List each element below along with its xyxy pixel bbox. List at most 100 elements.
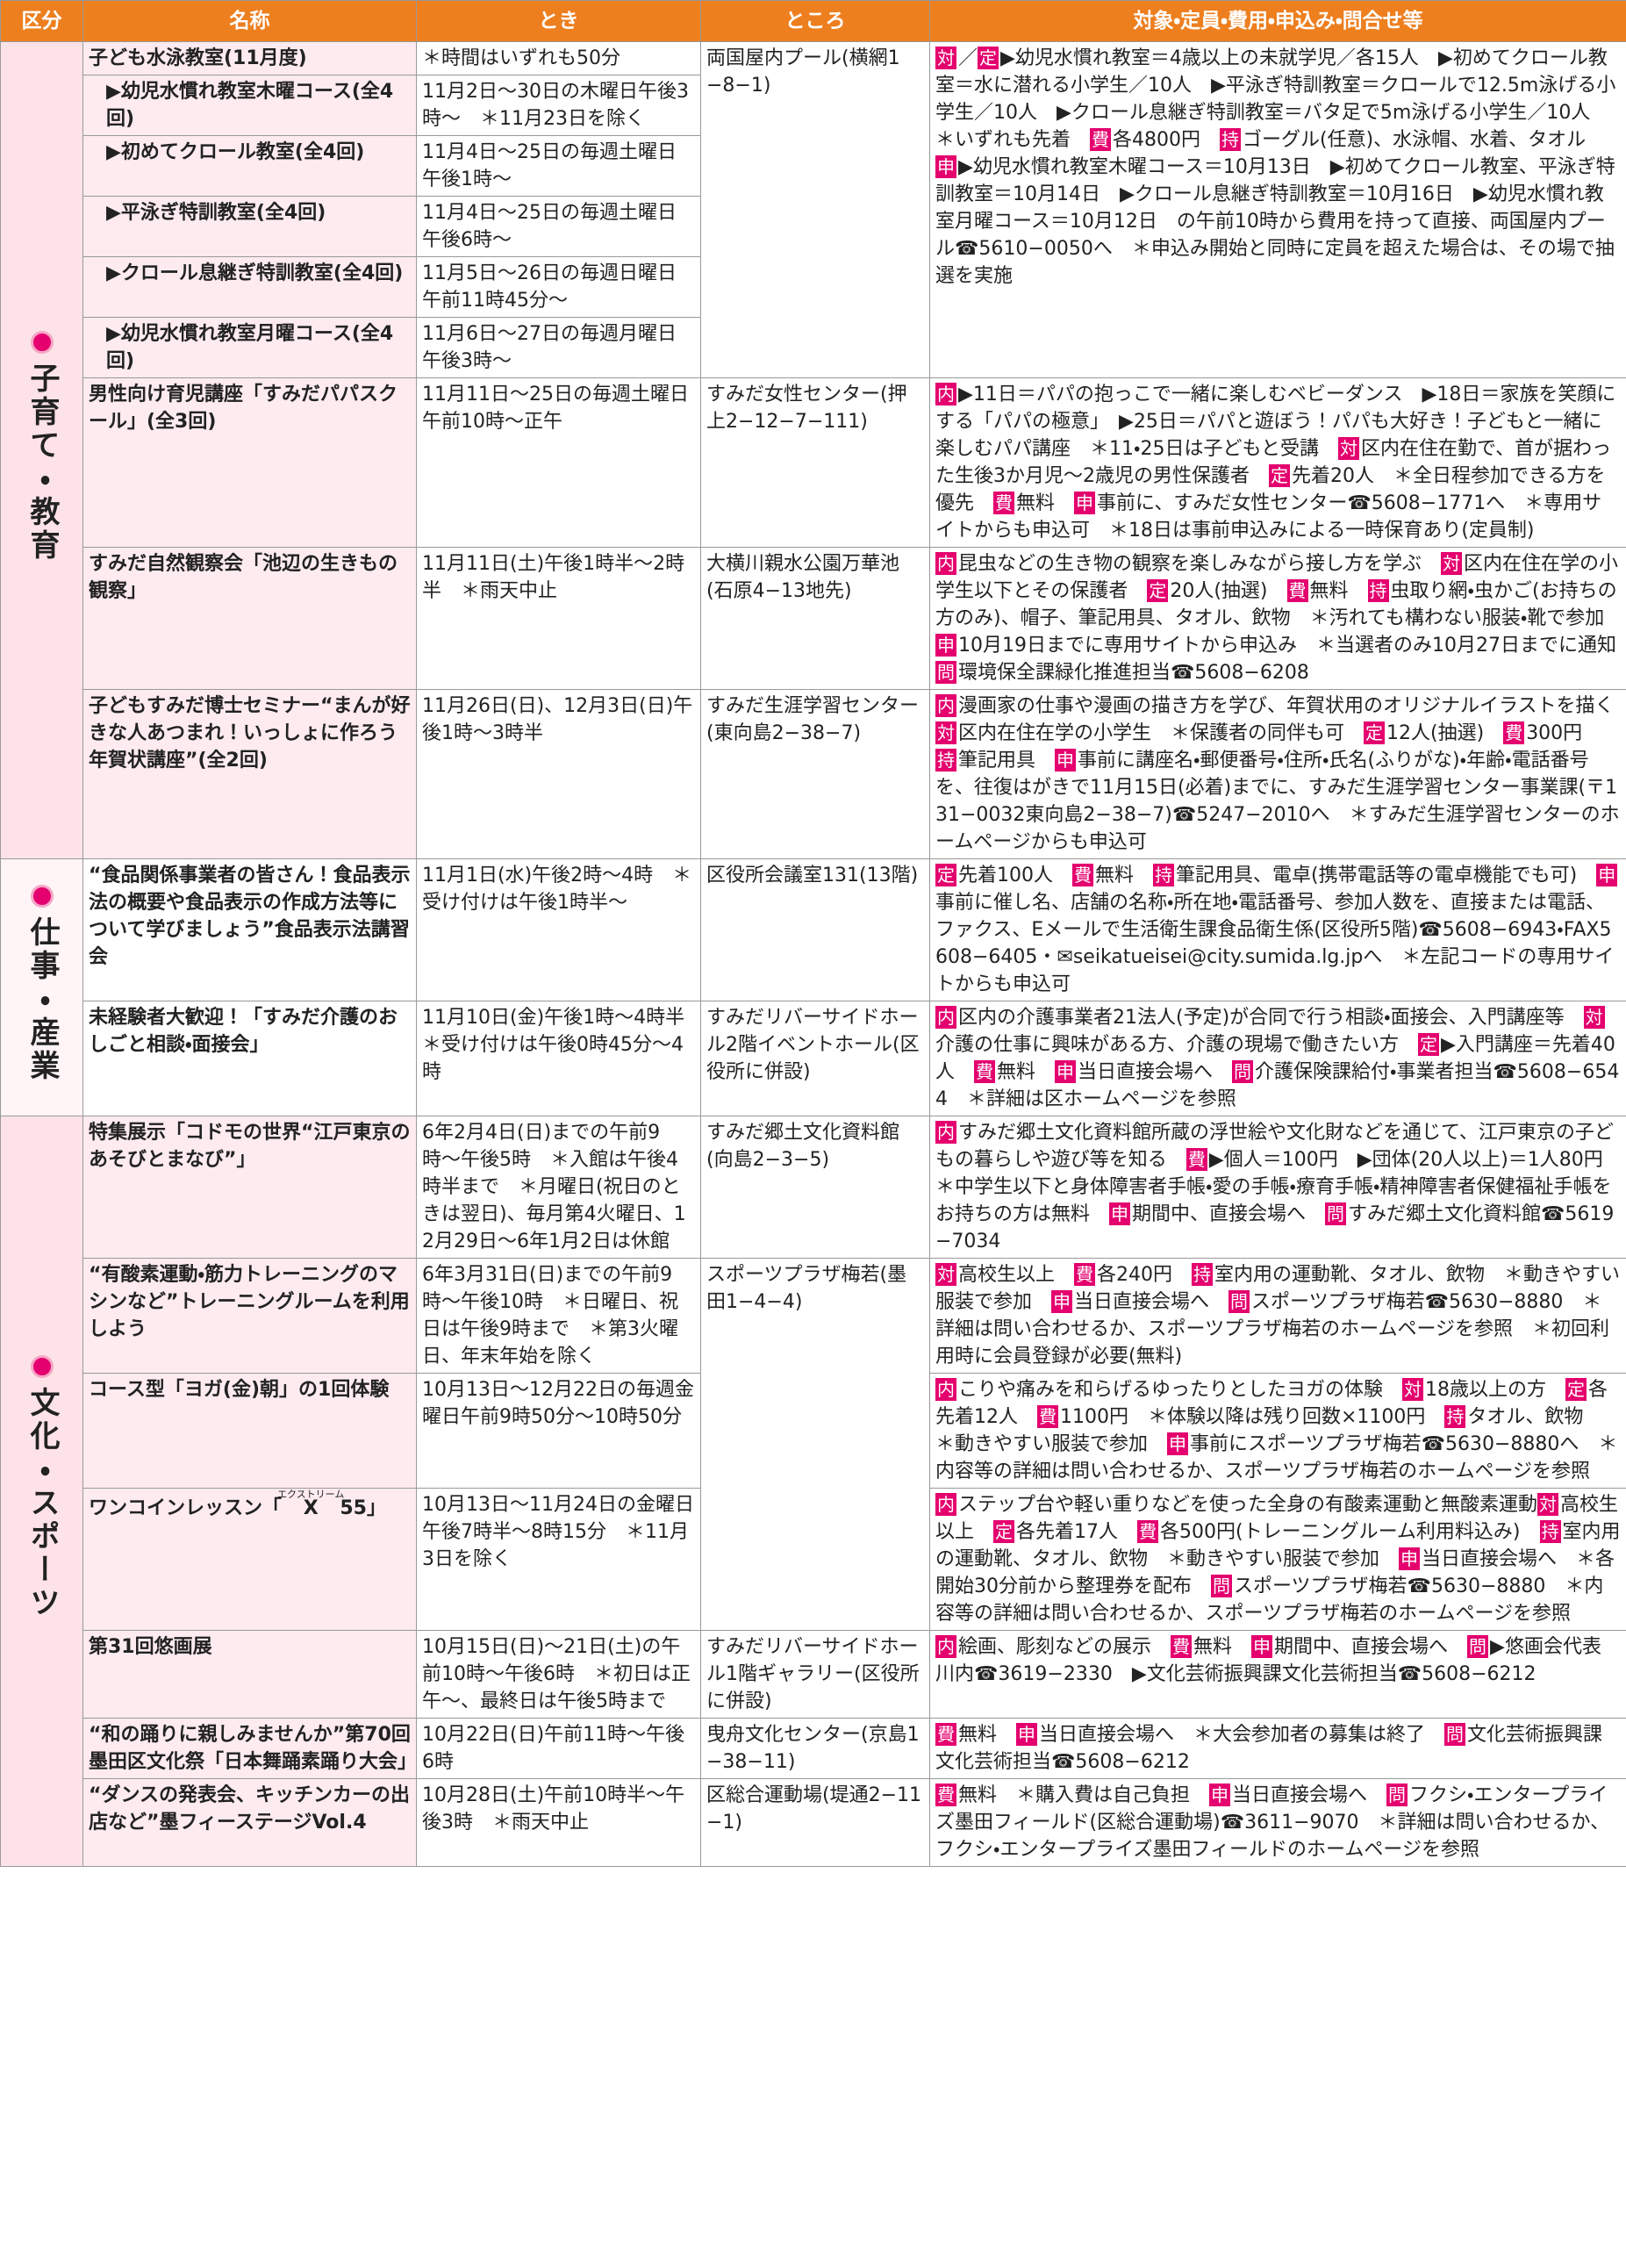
detail-text: 絵画、彫刻などの展示 xyxy=(958,1636,1171,1658)
detail-text: ▶幼児水慣れ教室木曜コース＝10月13日 ▶初めてクロール教室、平泳ぎ特訓教室＝… xyxy=(935,156,1615,287)
detail-tag: 持 xyxy=(1444,1405,1466,1428)
detail-tag: 問 xyxy=(1467,1635,1489,1658)
detail-text: 介護の仕事に興味がある方、介護の現場で働きたい方 xyxy=(935,1034,1419,1056)
event-name: 第31回悠画展 xyxy=(82,1630,417,1719)
event-time: 11月11日(土)午後1時半〜2時半 ＊雨天中止 xyxy=(416,547,701,690)
detail-tag: 定 xyxy=(1418,1033,1440,1056)
detail-text: ▶個人＝100円 ▶団体(20人以上)＝1人80円 ＊中学生以下と身体障害者手帳… xyxy=(935,1149,1622,1225)
detail-tag: 費 xyxy=(1171,1635,1193,1658)
event-place: 区総合運動場(堤通2−11−1) xyxy=(700,1778,930,1867)
detail-tag: 費 xyxy=(1074,1263,1096,1286)
event-time: 10月13日〜12月22日の毎週金曜日午前9時50分〜10時50分 xyxy=(416,1373,701,1489)
detail-text: 介護保険課給付・事業者担当☎5608−6544 ＊詳細は区ホームページを参照 xyxy=(935,1061,1620,1110)
column-header: 名称 xyxy=(82,0,417,42)
event-time: 10月28日(土)午前10時半〜午後3時 ＊雨天中止 xyxy=(416,1778,701,1867)
detail-tag: 費 xyxy=(1090,128,1112,151)
detail-text: 当日直接会場へ ＊大会参加者の募集は終了 xyxy=(1039,1724,1445,1746)
detail-text: すみだ郷土文化資料館☎5619−7034 xyxy=(935,1203,1615,1252)
detail-text: 区内在住在学の小学生 ＊保護者の同伴も可 xyxy=(958,722,1365,744)
detail-text: 事前に講座名・郵便番号・住所・氏名(ふりがな)・年齢・電話番号を、往復はがきで1… xyxy=(935,750,1620,853)
detail-tag: 費 xyxy=(1037,1405,1058,1428)
detail-text: 当日直接会場へ xyxy=(1232,1784,1387,1806)
detail-text: 無料 xyxy=(958,1724,1017,1746)
detail-text: 高校生以上 xyxy=(935,1494,1619,1543)
event-name: すみだ自然観察会「池辺の生きもの観察」 xyxy=(82,547,417,690)
event-name: 子ども水泳教室(11月度) xyxy=(82,41,417,75)
detail-text: 期間中、直接会場へ xyxy=(1274,1636,1468,1658)
event-details: 内ステップ台や軽い重りなどを使った全身の有酸素運動と無酸素運動対高校生以上 定各… xyxy=(929,1488,1626,1631)
event-time: 10月22日(日)午前11時〜午後6時 xyxy=(416,1718,701,1779)
event-place: すみだ郷土文化資料館(向島2−3−5) xyxy=(700,1116,930,1259)
detail-tag: 問 xyxy=(1444,1723,1466,1746)
table-row: 子育て・教育 子ども水泳教室(11月度) ＊時間はいずれも50分 両国屋内プール(横網… xyxy=(0,41,1626,859)
event-place: 大横川親水公園万華池(石原4−13地先) xyxy=(700,547,930,690)
detail-tag: 対 xyxy=(1338,437,1360,460)
detail-text: 文化芸術振興課文化芸術担当☎5608−6212 xyxy=(935,1724,1603,1773)
detail-tag: 費 xyxy=(935,1784,956,1806)
event-details: 内絵画、彫刻などの展示 費無料 申期間中、直接会場へ 問 ▶悠画会代表 川内☎36… xyxy=(929,1630,1626,1719)
detail-text: スポーツプラザ梅若☎5630−8880 ＊内容等の詳細は問い合わせるか、スポーツ… xyxy=(935,1575,1604,1625)
detail-tag: 問 xyxy=(1386,1784,1408,1806)
detail-tag: 申 xyxy=(1109,1202,1131,1225)
table-body: 子育て・教育 子ども水泳教室(11月度) ＊時間はいずれも50分 両国屋内プール(横網… xyxy=(0,41,1626,1867)
detail-text: ▶悠画会代表 川内☎3619−2330 ▶文化芸術振興課文化芸術担当☎5608−… xyxy=(935,1636,1621,1685)
detail-text: 無料 xyxy=(1309,580,1368,602)
detail-tag: 定 xyxy=(1364,721,1386,744)
event-time: 11月26日(日)、12月3日(日)午後1時〜3時半 xyxy=(416,689,701,859)
detail-tag: 内 xyxy=(935,1006,956,1029)
event-name: “ダンスの発表会、キッチンカーの出店など”墨フィーステージVol.4 xyxy=(82,1778,417,1867)
detail-tag: 費 xyxy=(974,1060,996,1083)
event-time: 10月13日〜11月24日の金曜日午後7時半〜8時15分 ＊11月3日を除く xyxy=(416,1488,701,1631)
detail-text: 区内在住在学の小学生以下とその保護者 xyxy=(935,553,1619,602)
table-row: すみだ自然観察会「池辺の生きもの観察」 11月11日(土)午後1時半〜2時半 ＊雨… xyxy=(1,547,1626,690)
detail-tag: 費 xyxy=(1503,721,1525,744)
detail-text: 12人(抽選) xyxy=(1386,722,1504,744)
detail-tag: 対 xyxy=(935,721,956,744)
detail-tag: 定 xyxy=(1565,1378,1587,1401)
column-header: ところ xyxy=(700,0,930,42)
sub-row: ▶幼児水慣れ教室木曜コース(全4回) 11月2日〜30日の木曜日午後3時〜 ＊11… xyxy=(1,75,1626,136)
category-icon xyxy=(30,330,54,354)
column-header: 区分 xyxy=(0,0,83,42)
detail-tag: 問 xyxy=(935,661,956,684)
table-row: 男性向け育児講座「すみだパパスクール」(全3回) 11月11日〜25日の毎週土曜日… xyxy=(1,377,1626,548)
detail-text: 環境保全課緑化推進担当☎5608−6208 xyxy=(958,662,1309,684)
detail-tag: 申 xyxy=(1074,492,1096,514)
detail-text: スポーツプラザ梅若☎5630−8880 ＊詳細は問い合わせるか、スポーツプラザ梅… xyxy=(935,1291,1610,1367)
event-name: “和の踊りに親しみませんか”第70回墨田区文化祭「日本舞踊素踊り大会」 xyxy=(82,1718,417,1779)
detail-text: 各240円 xyxy=(1097,1264,1193,1286)
detail-tag: 持 xyxy=(1539,1520,1561,1543)
category-icon xyxy=(30,1354,54,1378)
detail-tag: 内 xyxy=(935,1378,956,1401)
table-row: コース型「ヨガ(金)朝」の1回体験 10月13日〜12月22日の毎週金曜日午前9時… xyxy=(1,1373,1626,1489)
detail-tag: 問 xyxy=(1228,1290,1250,1313)
detail-tag: 問 xyxy=(1325,1202,1347,1225)
detail-tag: 定 xyxy=(978,47,999,69)
detail-tag: 申 xyxy=(935,634,956,657)
detail-tag: 費 xyxy=(1286,579,1308,602)
detail-tag: 問 xyxy=(1211,1575,1232,1597)
detail-text: 各500円(トレーニングルーム利用料込み) xyxy=(1160,1521,1540,1543)
detail-text: 筆記用具、電卓(携帯電話等の電卓機能でも可) xyxy=(1176,865,1597,886)
table-row: 文化・スポーツ 特集展示「コドモの世界“江戸東京のあそびとまなび”」 6年2月4日(… xyxy=(0,1116,1626,1867)
category-label: 仕事・産業 xyxy=(25,915,60,1083)
event-time: 11月1日(水)午後2時〜4時 ＊受け付けは午後1時半〜 xyxy=(416,858,701,1001)
sub-event-name: ▶初めてクロール教室(全4回) xyxy=(82,135,417,197)
category-label: 文化・スポーツ xyxy=(25,1386,60,1620)
event-place: すみだリバーサイドホール2階イベントホール(区役所に併設) xyxy=(700,1001,930,1116)
event-name: “食品関係事業者の皆さん！食品表示法の概要や食品表示の作成方法等について学びまし… xyxy=(82,858,417,1001)
detail-tag: 対 xyxy=(935,47,956,69)
detail-tag: 内 xyxy=(935,383,956,406)
detail-tag: 問 xyxy=(1232,1060,1254,1083)
detail-text: タオル、飲物 ＊動きやすい服装で参加 xyxy=(935,1406,1603,1455)
event-name: 特集展示「コドモの世界“江戸東京のあそびとまなび”」 xyxy=(82,1116,417,1259)
event-name: 未経験者大歓迎！「すみだ介護のおしごと相談・面接会」 xyxy=(82,1001,417,1116)
sub-event-time: 11月4日〜25日の毎週土曜日午後6時〜 xyxy=(416,196,701,257)
detail-text: ゴーグル(任意)、水泳帽、水着、タオル xyxy=(1243,129,1606,151)
detail-tag: 申 xyxy=(1055,749,1077,772)
name-text: 55」 xyxy=(340,1497,386,1519)
event-place: すみだリバーサイドホール1階ギャラリー(区役所に併設) xyxy=(700,1630,930,1719)
detail-tag: 対 xyxy=(1537,1493,1559,1516)
detail-text: 20人(抽選) xyxy=(1170,580,1287,602)
detail-tag: 申 xyxy=(1251,1635,1273,1658)
